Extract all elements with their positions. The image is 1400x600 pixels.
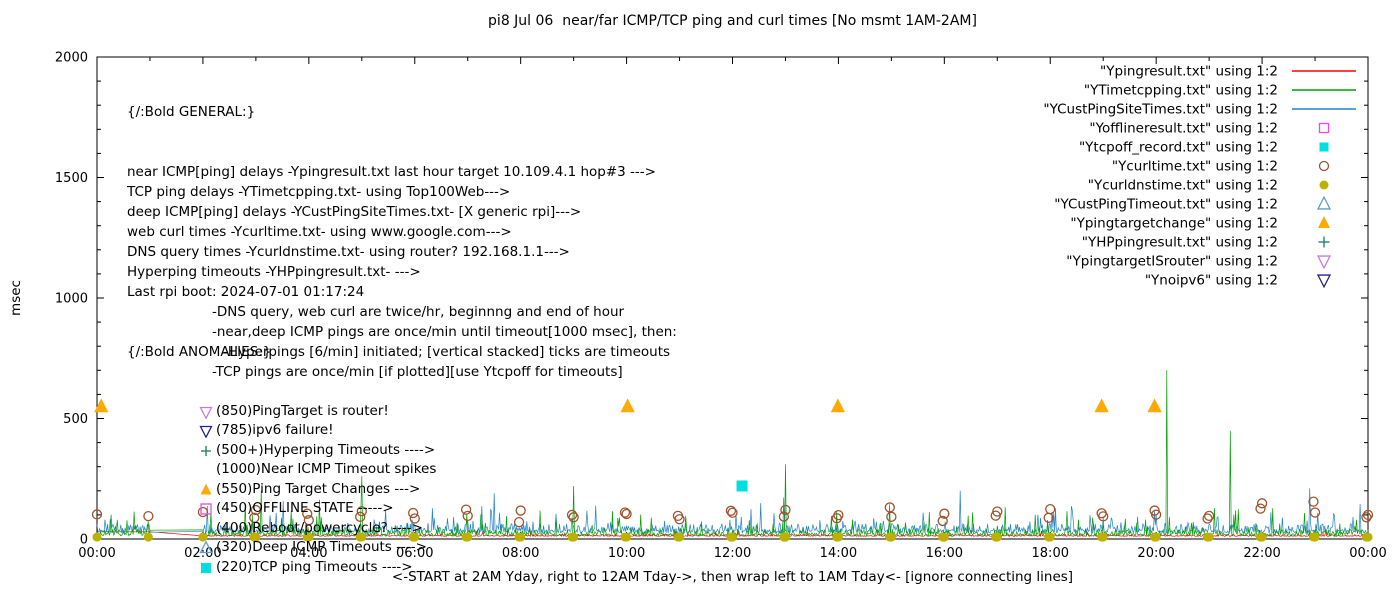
square-filled-icon [201,562,211,573]
anomaly-item: (500+)Hyperping Timeouts ----> [127,441,436,461]
x-tick-label: 20:00 [1137,546,1174,561]
triangle-up-filled-icon [200,483,212,495]
y-tick-label: 2000 [55,51,88,66]
general-line: -Hyperpings [6/min] initiated; [vertical… [223,344,671,360]
general-line: Hyperping timeouts -YHPpingresult.txt- -… [127,264,421,280]
general-line: -DNS query, web curl are twice/hr, begin… [212,304,625,320]
x-tick-label: 16:00 [926,546,963,561]
x-tick-label: 00:00 [1349,546,1386,561]
general-heading: {/:Bold GENERAL:} [127,104,256,120]
anomaly-text: (1000)Near ICMP Timeout spikes [216,461,437,477]
legend-label: "YCustPingTimeout.txt" using 1:2 [1054,197,1278,213]
x-tick-label: 00:00 [78,546,115,561]
y-axis-label: msec [8,280,24,316]
y-tick-label: 0 [80,533,88,548]
anomaly-item: (320)Deep ICMP Timeouts ----> [127,538,436,558]
anomaly-text: (400)Reboot/powercycle? ----> [216,519,423,536]
anomaly-item: (1000)Near ICMP Timeout spikes [127,460,436,480]
Ytcpoff-markers [736,480,748,492]
x-tick-label: 18:00 [1032,546,1069,561]
x-tick-label: 02:00 [184,546,221,561]
anomaly-text: (785)ipv6 failure! [216,422,334,438]
series-YCustPingSiteTimes.txt [96,488,1369,535]
general-line: Last rpi boot: 2024-07-01 01:17:24 [127,284,365,300]
square-open-icon [1318,122,1330,134]
series-YTimetcpping.txt [96,370,1369,538]
y-tick-label: 500 [63,412,88,427]
general-line: TCP ping delays -YTimetcpping.txt- using… [127,184,511,200]
Ycurldnstime-dots [92,532,1373,542]
legend-label: "Ypingresult.txt" using 1:2 [1100,64,1278,80]
anomaly-text: (220)TCP ping Timeouts ----> [216,558,413,575]
chart-title: pi8 Jul 06 near/far ICMP/TCP ping and cu… [488,13,977,29]
general-annotation: {/:Bold GENERAL:} near ICMP[ping] delays… [127,62,677,382]
legend-label: "Ycurldnstime.txt" using 1:2 [1088,178,1278,194]
blank-icon [198,462,215,477]
triangle-up-open-icon [1316,195,1332,210]
general-line: -TCP pings are once/min [if plotted][use… [212,364,623,380]
x-tick-label: 12:00 [714,546,751,561]
anomaly-text: (550)Ping Target Changes ---> [216,480,421,497]
general-line: web curl times -Ycurltime.txt- using www… [127,224,512,240]
anomaly-item: (785)ipv6 failure! [127,421,436,441]
anomaly-item: (550)Ping Target Changes ---> [127,480,436,500]
triangle-up-open-icon [199,540,213,554]
anomaly-item: (220)TCP ping Timeouts ----> [127,558,436,578]
plus-icon [201,445,211,456]
x-tick-label: 04:00 [290,546,327,561]
y-tick-label: 1000 [55,292,88,307]
general-line: near ICMP[ping] delays -Ypingresult.txt … [127,164,656,180]
legend-label: "Ypingtargetchange" using 1:2 [1070,216,1278,232]
triangle-up-filled-icon [1317,216,1331,228]
x-tick-label: 08:00 [502,546,539,561]
legend-label: "YCustPingSiteTimes.txt" using 1:2 [1043,102,1278,118]
square-open-icon [200,503,212,515]
legend-label: "YTimetcpping.txt" using 1:2 [1084,83,1278,99]
general-line: DNS query times -Ycurldnstime.txt- using… [127,244,570,260]
anomaly-text: (850)PingTarget is router! [216,402,389,419]
x-tick-label: 10:00 [608,546,645,561]
anomaly-text: (500+)Hyperping Timeouts ----> [216,441,436,458]
anomalies-heading: {/:Bold ANOMALIES:} [127,344,272,360]
anomaly-text: (320)Deep ICMP Timeouts ----> [216,539,427,555]
x-tick-label: 06:00 [396,546,433,561]
y-tick-label: 1500 [55,171,88,186]
general-line: -near,deep ICMP pings are once/min until… [212,324,677,340]
legend: "Ypingresult.txt" using 1:2 "YTimetcpping… [1043,64,1356,289]
x-tick-label: 14:00 [820,546,857,561]
anomaly-item: (450)OFFLINE STATE -----> [127,499,436,519]
anomaly-item: (400)Reboot/powercycle? ----> [127,519,436,539]
legend-label: "Ynoipv6" using 1:2 [1145,273,1278,289]
anomaly-text: (450)OFFLINE STATE -----> [216,500,394,516]
legend-label: "YHPpingresult.txt" using 1:2 [1082,235,1278,251]
legend-label: "Ytcpoff_record.txt" using 1:2 [1079,140,1278,156]
general-line: deep ICMP[ping] delays -YCustPingSiteTim… [127,204,582,220]
triangle-down-open-icon [199,426,213,439]
square-filled-icon [1319,142,1329,152]
x-tick-label: 22:00 [1243,546,1280,561]
blank-icon [198,521,215,536]
legend-label: "Ycurltime.txt" using 1:2 [1112,159,1278,175]
x-axis-caption: <-START at 2AM Yday, right to 12AM Tday-… [391,569,1074,585]
legend-label: "YpingtargetISrouter" using 1:2 [1066,254,1278,270]
circle-filled-icon [1319,180,1329,190]
x-axis-ticks: 00:00 02:00 04:00 06:00 08:00 10:00 12:00 14:00… [78,57,1387,561]
plus-icon [1318,236,1330,248]
triangle-down-open-icon [1316,274,1332,289]
triangle-down-open-icon [1316,255,1332,270]
anomalies-annotation: {/:Bold ANOMALIES:} (850)PingTarget is r… [127,304,436,577]
circle-open-icon [1318,160,1330,172]
anomaly-item: (850)PingTarget is router! [127,402,436,422]
triangle-down-open-icon [199,406,213,419]
legend-label: "Yofflineresult.txt" using 1:2 [1089,121,1278,137]
Ycurltime-circles [91,496,1374,528]
Ypingtargetchange-markers [94,398,1162,413]
